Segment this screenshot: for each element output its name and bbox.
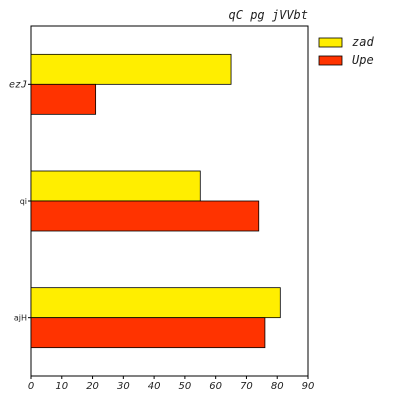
x-tick-label: 90 (302, 381, 315, 392)
legend-swatch-zad (318, 37, 343, 48)
legend: zad Upe (314, 32, 380, 72)
y-tick-label-qi: qi (20, 197, 27, 206)
x-tick-label: 30 (117, 381, 130, 392)
legend-label-upe: Upe (352, 53, 374, 67)
x-tick-label: 60 (209, 381, 222, 392)
y-tick-label-ajh: ajH (14, 314, 27, 323)
chart-title: qC pg jVVbt (229, 8, 308, 22)
bar-zad-ajh (30, 287, 281, 319)
x-tick-label: 0 (28, 381, 34, 392)
bar-upe-ezj (30, 83, 97, 115)
bar-upe-ajh (30, 317, 266, 349)
x-tick-label: 50 (179, 381, 192, 392)
bar-zad-qi (30, 170, 201, 202)
y-tick-label-ezj: ezJ (9, 79, 27, 90)
legend-swatch-upe (318, 55, 343, 66)
x-tick-label: 70 (240, 381, 253, 392)
x-tick-label: 10 (55, 381, 68, 392)
x-tick-label: 40 (148, 381, 161, 392)
x-axis-ticks: 0 10 20 30 40 50 60 70 80 90 (28, 376, 315, 392)
x-tick-label: 80 (271, 381, 284, 392)
y-axis-ticks: ezJ qi ajH (9, 79, 31, 323)
bar-upe-qi (30, 200, 260, 232)
bars-group (30, 53, 281, 349)
x-tick-label: 20 (86, 381, 99, 392)
legend-label-zad: zad (352, 35, 374, 49)
bar-zad-ezj (30, 53, 232, 85)
